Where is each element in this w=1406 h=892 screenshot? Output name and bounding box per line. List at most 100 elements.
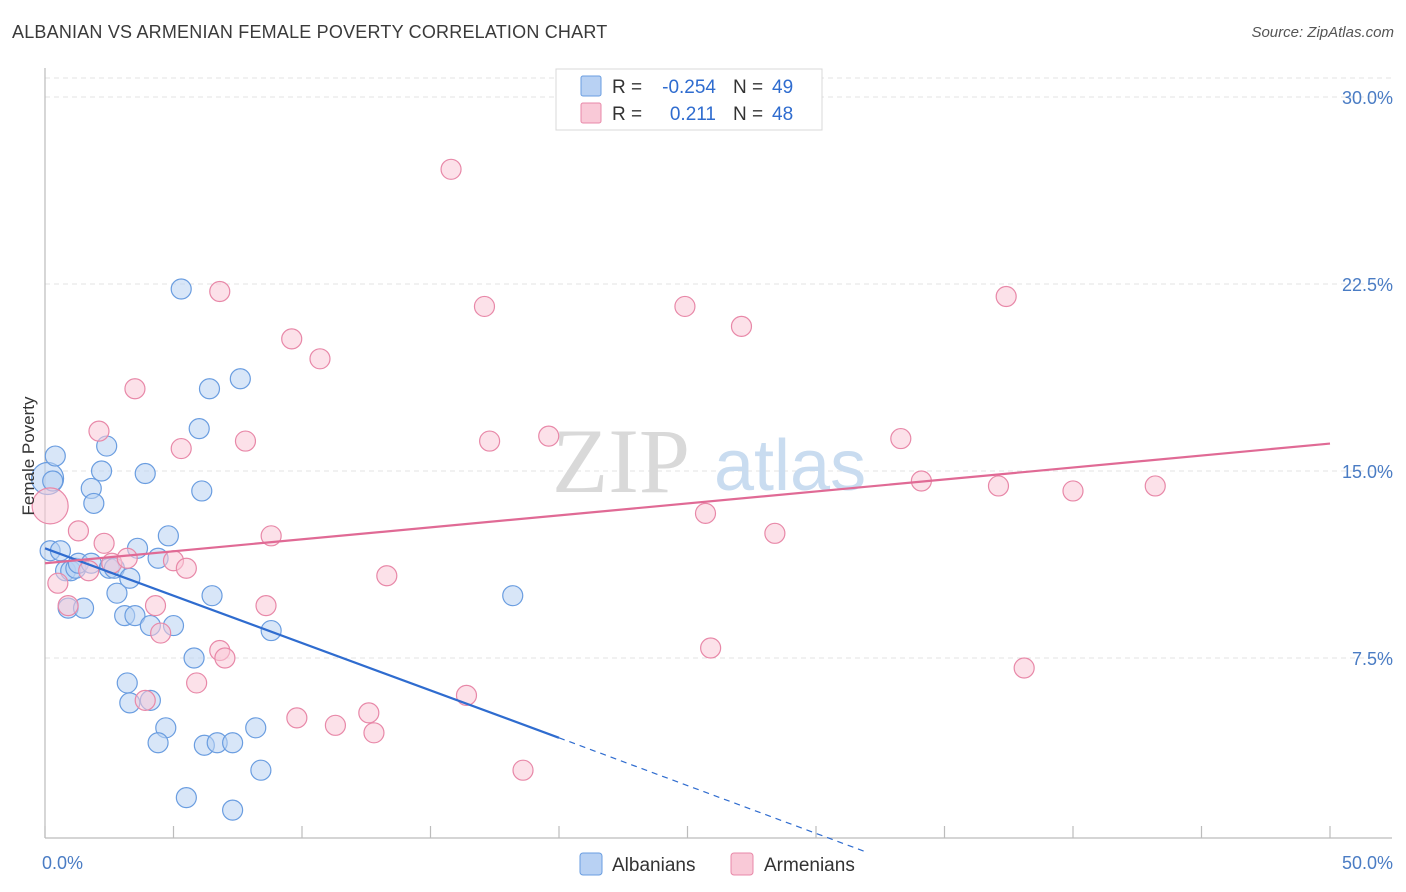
point-albanians-37 [201,585,223,607]
legend-n-value-albanians: 49 [772,77,793,98]
series-armenians-points [31,158,1166,781]
point-armenians-45 [1013,657,1035,679]
legend-r-value-armenians: 0.211 [670,104,716,125]
point-armenians-28 [363,722,385,744]
point-albanians-36 [198,378,221,400]
point-armenians-46 [1062,480,1084,502]
point-armenians-27 [358,702,380,724]
trend-line-albanians [44,547,560,739]
point-armenians-14 [170,437,192,460]
point-albanians-13 [83,492,105,515]
point-armenians-43 [987,475,1010,497]
point-albanians-43 [250,759,272,781]
point-armenians-21 [255,595,277,617]
point-armenians-40 [764,522,786,544]
legend-r-label-armenians: R = [612,104,642,125]
point-armenians-38 [700,637,722,659]
point-albanians-47 [502,585,524,607]
legend-r-value-albanians: -0.254 [662,77,716,98]
series-legend-swatch-albanians [579,852,603,876]
trend-line-albanians-extension [558,737,868,854]
point-armenians-20 [234,430,257,452]
point-armenians-8 [116,547,138,569]
series-legend-label-albanians: Albanians [612,855,695,876]
point-armenians-32 [473,295,496,318]
point-armenians-36 [674,295,696,318]
point-armenians-2 [57,595,79,617]
point-armenians-10 [134,689,156,711]
point-albanians-41 [229,368,251,390]
x-tick-label-min: 0.0% [42,853,83,873]
correlation-legend: R = -0.254 N = 49 R = 0.211 N = 48 [555,68,823,131]
point-armenians-33 [479,430,501,452]
legend-r-label-albanians: R = [612,77,642,98]
watermark: ZIP atlas [552,410,866,512]
point-armenians-1 [47,572,69,594]
point-armenians-15 [175,557,197,579]
point-albanians-1 [44,445,66,467]
point-armenians-23 [281,328,303,350]
point-armenians-5 [88,420,110,442]
legend-swatch-albanians [580,75,602,97]
gridlines [45,77,1392,659]
point-armenians-31 [455,684,478,707]
point-armenians-26 [324,714,347,736]
watermark-atlas: atlas [714,426,866,506]
point-armenians-34 [512,759,534,781]
point-armenians-6 [93,532,115,554]
watermark-zip: ZIP [552,410,690,512]
axes [44,68,1392,839]
legend-swatch-armenians [580,102,602,124]
point-armenians-18 [214,647,236,669]
point-albanians-19 [119,567,141,589]
point-armenians-44 [995,285,1017,308]
point-albanians-22 [134,462,156,485]
point-albanians-40 [222,732,244,754]
point-albanians-32 [170,278,192,300]
chart-source: Source: ZipAtlas.com [1251,24,1394,41]
legend-n-value-armenians: 48 [772,104,793,125]
trend-line-armenians [44,442,1331,565]
chart-title: ALBANIAN VS ARMENIAN FEMALE POVERTY CORR… [12,22,608,42]
point-armenians-30 [440,158,462,180]
y-tick-label-2: 22.5% [1342,275,1393,295]
point-armenians-0 [31,487,69,525]
point-armenians-35 [538,425,560,447]
trend-lines [44,442,1331,854]
point-albanians-34 [188,418,210,440]
point-albanians-20 [124,605,146,627]
point-albanians-27 [116,672,138,694]
point-armenians-19 [209,280,231,303]
point-armenians-16 [186,672,208,694]
point-armenians-39 [730,315,753,337]
point-armenians-24 [286,707,308,729]
point-armenians-29 [376,565,398,587]
point-albanians-45 [175,787,197,809]
y-tick-labels: 7.5% 15.0% 22.5% 30.0% [1342,88,1393,669]
point-armenians-12 [150,622,172,644]
y-axis-title: Female Poverty [19,396,38,516]
point-albanians-35 [191,480,213,502]
point-armenians-3 [67,520,90,542]
point-albanians-14 [90,460,113,482]
point-armenians-9 [124,378,146,400]
point-armenians-41 [890,427,912,450]
y-tick-label-3: 30.0% [1342,88,1393,108]
x-tick-label-max: 50.0% [1342,853,1393,873]
point-albanians-25 [157,525,179,547]
series-legend-label-armenians: Armenians [764,855,855,876]
point-albanians-42 [245,717,267,739]
point-albanians-31 [147,732,169,754]
point-albanians-46 [222,799,244,821]
point-armenians-47 [1144,475,1166,497]
y-tick-label-0: 7.5% [1352,649,1393,669]
legend-n-label-albanians: N = [733,77,763,98]
point-armenians-25 [309,348,331,370]
legend-n-label-armenians: N = [733,104,763,125]
point-albanians-17 [106,582,128,604]
point-armenians-11 [144,595,167,617]
series-legend: Albanians Armenians [579,852,855,876]
point-albanians-33 [183,647,205,669]
series-legend-swatch-armenians [730,852,754,876]
